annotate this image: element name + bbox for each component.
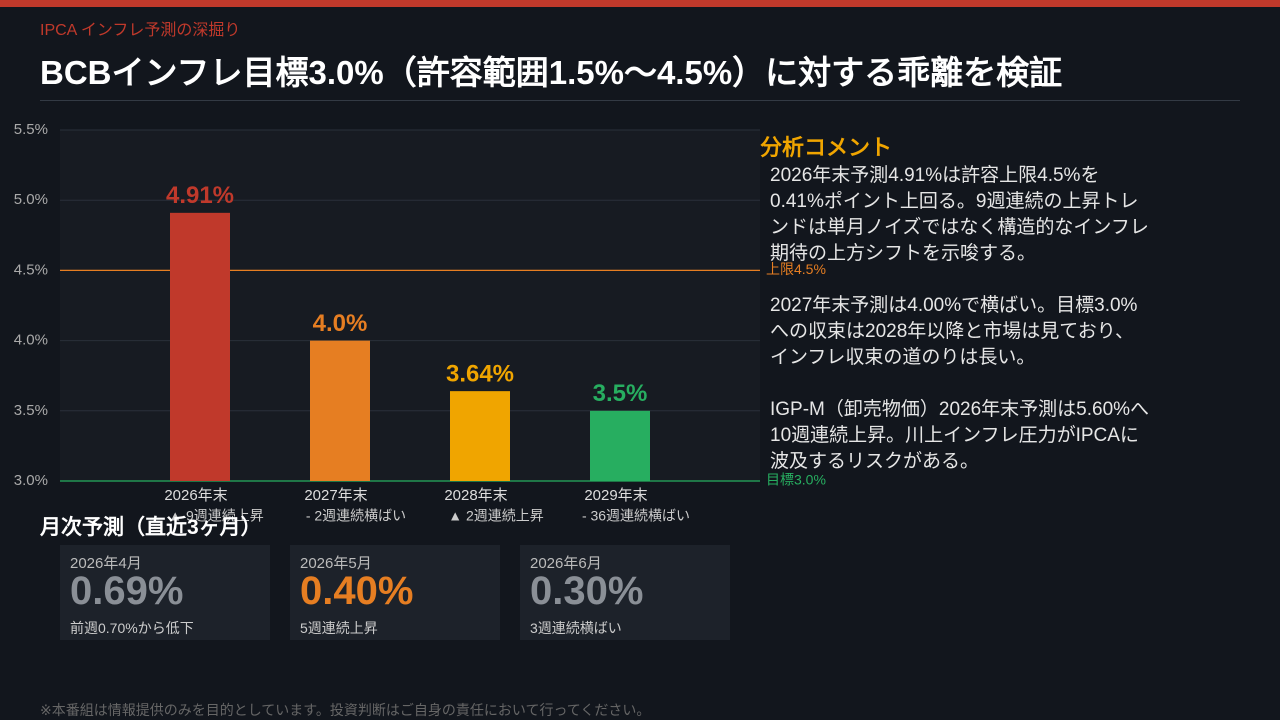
y-tick-label: 5.0% bbox=[14, 191, 48, 208]
y-tick-label: 3.5% bbox=[14, 402, 48, 419]
y-tick-label: 4.5% bbox=[14, 261, 48, 278]
comment-heading: 分析コメント bbox=[760, 135, 893, 160]
comment: 2027年末予測は4.00%で横ばい。目標3.0%への収束は2028年以降と市場… bbox=[770, 295, 1138, 368]
y-tick-label: 3.0% bbox=[14, 472, 48, 489]
month-note: 5週連続上昇 bbox=[300, 620, 378, 636]
comment: 2026年末予測4.91%は許容上限4.5%を0.41%ポイント上回る。9週連続… bbox=[770, 165, 1149, 264]
bar bbox=[590, 410, 650, 481]
title: BCBインフレ目標3.0%（許容範囲1.5%〜4.5%）に対する乖離を検証 bbox=[40, 54, 1063, 91]
kicker: IPCA インフレ予測の深掘り bbox=[40, 22, 241, 39]
month-value: 0.30% bbox=[530, 569, 644, 613]
divider bbox=[40, 100, 1240, 101]
y-tick-label: 5.5% bbox=[14, 121, 48, 138]
bar bbox=[450, 391, 510, 481]
bar bbox=[310, 340, 370, 481]
x-tick-label: 2029年末 bbox=[584, 487, 647, 504]
month-card: 2026年6月 0.30% 3週連続横ばい bbox=[520, 545, 730, 640]
top-bar bbox=[0, 0, 1280, 7]
value-label: 3.64% bbox=[446, 360, 514, 387]
x-tick-label: 2027年末 bbox=[304, 487, 367, 504]
x-tick-note: - 2週連続横ばい bbox=[306, 508, 406, 524]
month: 2026年5月 bbox=[300, 555, 372, 572]
month-card: 2026年4月 0.69% 前週0.70%から低下 bbox=[60, 545, 270, 640]
x-tick-label: 2028年末 bbox=[444, 487, 507, 504]
x-tick-note: ▲ 9週連続上昇 bbox=[168, 508, 264, 524]
x-tick-note: ▲ 2週連続上昇 bbox=[448, 508, 544, 524]
month-value: 0.69% bbox=[70, 569, 184, 613]
x-tick-note: - 36週連続横ばい bbox=[582, 508, 690, 524]
x-tick-label: 2026年末 bbox=[164, 487, 227, 504]
month: 2026年4月 bbox=[70, 555, 142, 572]
value-label: 3.5% bbox=[593, 380, 648, 407]
bar bbox=[170, 212, 230, 481]
comment: IGP-M（卸売物価）2026年末予測は5.60%へ10週連続上昇。川上インフレ… bbox=[770, 399, 1150, 472]
month-note: 前週0.70%から低下 bbox=[70, 620, 194, 636]
disclaimer: ※本番組は情報提供のみを目的としています。投資判断はご自身の責任において行ってく… bbox=[40, 702, 651, 718]
value-label: 4.0% bbox=[313, 310, 368, 337]
month-card: 2026年5月 0.40% 5週連続上昇 bbox=[290, 545, 500, 640]
reference-label: 目標3.0% bbox=[766, 472, 826, 488]
month-value: 0.40% bbox=[300, 569, 414, 613]
reference-label: 上限4.5% bbox=[766, 261, 826, 277]
month-note: 3週連続横ばい bbox=[530, 620, 622, 636]
y-tick-label: 4.0% bbox=[14, 332, 48, 349]
monthly-heading: 月次予測（直近3ヶ月） bbox=[40, 516, 262, 539]
value-label: 4.91% bbox=[166, 182, 234, 209]
month: 2026年6月 bbox=[530, 555, 602, 572]
